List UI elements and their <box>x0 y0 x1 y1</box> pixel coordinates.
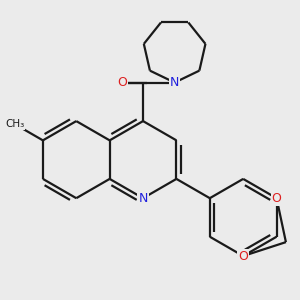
Text: O: O <box>117 76 127 89</box>
Text: CH₃: CH₃ <box>5 119 24 129</box>
Text: O: O <box>238 250 248 262</box>
Text: O: O <box>272 192 281 205</box>
Text: N: N <box>138 192 148 205</box>
Text: N: N <box>170 76 179 89</box>
